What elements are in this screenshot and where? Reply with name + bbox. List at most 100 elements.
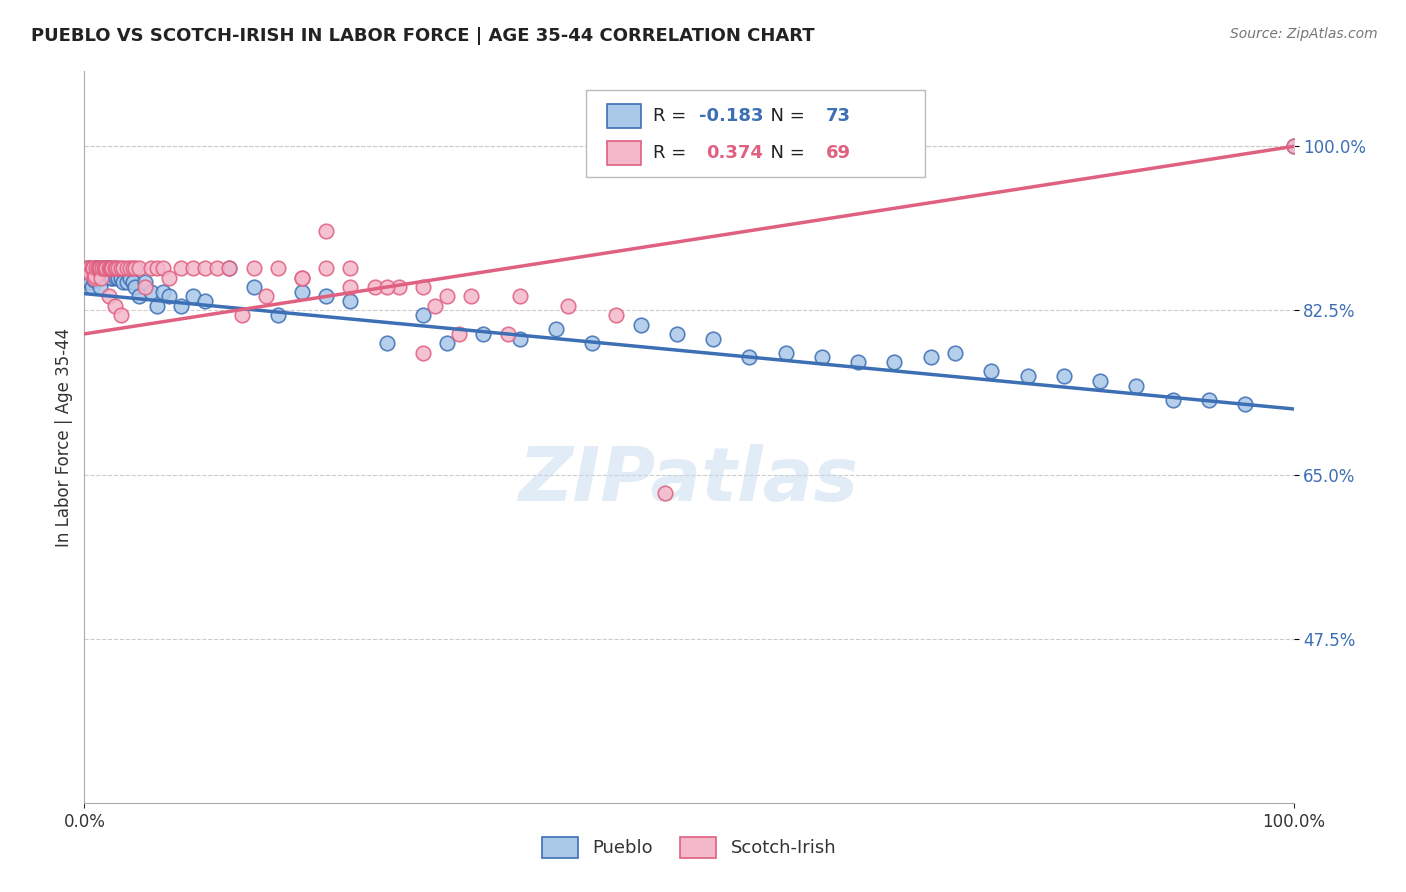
- Point: [291, 285, 314, 299]
- Point: [1161, 392, 1184, 407]
- Point: [82, 268, 104, 283]
- Point: [605, 308, 627, 322]
- Point: [76, 261, 98, 276]
- Text: -0.183: -0.183: [699, 107, 763, 125]
- Point: [449, 326, 471, 341]
- Text: N =: N =: [759, 107, 811, 125]
- Point: [218, 261, 240, 276]
- Point: [93, 265, 115, 279]
- Point: [124, 280, 146, 294]
- Point: [79, 270, 101, 285]
- Point: [412, 308, 434, 322]
- Point: [120, 261, 142, 276]
- Point: [101, 261, 124, 276]
- Point: [339, 280, 361, 294]
- Point: [115, 261, 138, 276]
- Point: [436, 289, 458, 303]
- Point: [115, 276, 138, 290]
- Point: [181, 289, 204, 303]
- Point: [1282, 139, 1305, 153]
- Point: [98, 261, 121, 276]
- FancyBboxPatch shape: [607, 104, 641, 128]
- Point: [77, 261, 100, 276]
- Point: [104, 261, 127, 276]
- Text: PUEBLO VS SCOTCH-IRISH IN LABOR FORCE | AGE 35-44 CORRELATION CHART: PUEBLO VS SCOTCH-IRISH IN LABOR FORCE | …: [31, 27, 814, 45]
- Point: [267, 261, 290, 276]
- Point: [110, 261, 132, 276]
- Point: [90, 266, 112, 280]
- Point: [846, 355, 869, 369]
- Text: 69: 69: [825, 144, 851, 161]
- Point: [79, 276, 101, 290]
- Point: [291, 270, 314, 285]
- Text: R =: R =: [652, 144, 697, 161]
- Point: [388, 280, 411, 294]
- Point: [170, 299, 193, 313]
- Point: [194, 261, 217, 276]
- Point: [104, 299, 127, 313]
- Point: [811, 351, 834, 365]
- Point: [80, 261, 103, 276]
- Point: [93, 261, 115, 276]
- Point: [124, 261, 146, 276]
- Point: [654, 486, 676, 500]
- Point: [218, 261, 240, 276]
- Point: [121, 276, 143, 290]
- Point: [84, 261, 107, 276]
- Point: [128, 261, 150, 276]
- Point: [920, 351, 942, 365]
- Point: [883, 355, 905, 369]
- Point: [107, 261, 129, 276]
- Text: ZIPatlas: ZIPatlas: [519, 444, 859, 517]
- Point: [87, 270, 110, 285]
- Point: [291, 270, 314, 285]
- Point: [460, 289, 482, 303]
- Point: [104, 261, 127, 276]
- Point: [76, 261, 98, 276]
- Point: [86, 261, 108, 276]
- Legend: Pueblo, Scotch-Irish: Pueblo, Scotch-Irish: [533, 828, 845, 867]
- Text: Source: ZipAtlas.com: Source: ZipAtlas.com: [1230, 27, 1378, 41]
- Point: [412, 280, 434, 294]
- Point: [436, 336, 458, 351]
- Point: [242, 280, 264, 294]
- Point: [363, 280, 385, 294]
- FancyBboxPatch shape: [607, 141, 641, 164]
- Point: [139, 285, 162, 299]
- Point: [86, 261, 108, 276]
- Point: [152, 285, 174, 299]
- Point: [1125, 378, 1147, 392]
- Point: [104, 270, 127, 285]
- Point: [94, 261, 117, 276]
- Point: [375, 280, 398, 294]
- Point: [77, 263, 100, 277]
- Point: [134, 276, 156, 290]
- Point: [702, 332, 724, 346]
- Point: [181, 261, 204, 276]
- Point: [242, 261, 264, 276]
- Point: [581, 336, 603, 351]
- Point: [94, 261, 117, 276]
- Point: [104, 261, 127, 276]
- Point: [120, 270, 142, 285]
- Point: [146, 299, 169, 313]
- Point: [77, 266, 100, 280]
- Text: 73: 73: [825, 107, 851, 125]
- Point: [1088, 374, 1111, 388]
- Point: [89, 261, 111, 276]
- Point: [315, 261, 337, 276]
- Point: [423, 299, 446, 313]
- Y-axis label: In Labor Force | Age 35-44: In Labor Force | Age 35-44: [55, 327, 73, 547]
- Point: [254, 289, 277, 303]
- Point: [738, 351, 761, 365]
- Point: [84, 268, 107, 283]
- Point: [97, 261, 120, 276]
- Point: [157, 289, 180, 303]
- Point: [544, 322, 567, 336]
- Point: [1017, 369, 1039, 384]
- Point: [112, 261, 135, 276]
- Point: [90, 270, 112, 285]
- Point: [134, 280, 156, 294]
- Point: [97, 289, 120, 303]
- Point: [80, 280, 103, 294]
